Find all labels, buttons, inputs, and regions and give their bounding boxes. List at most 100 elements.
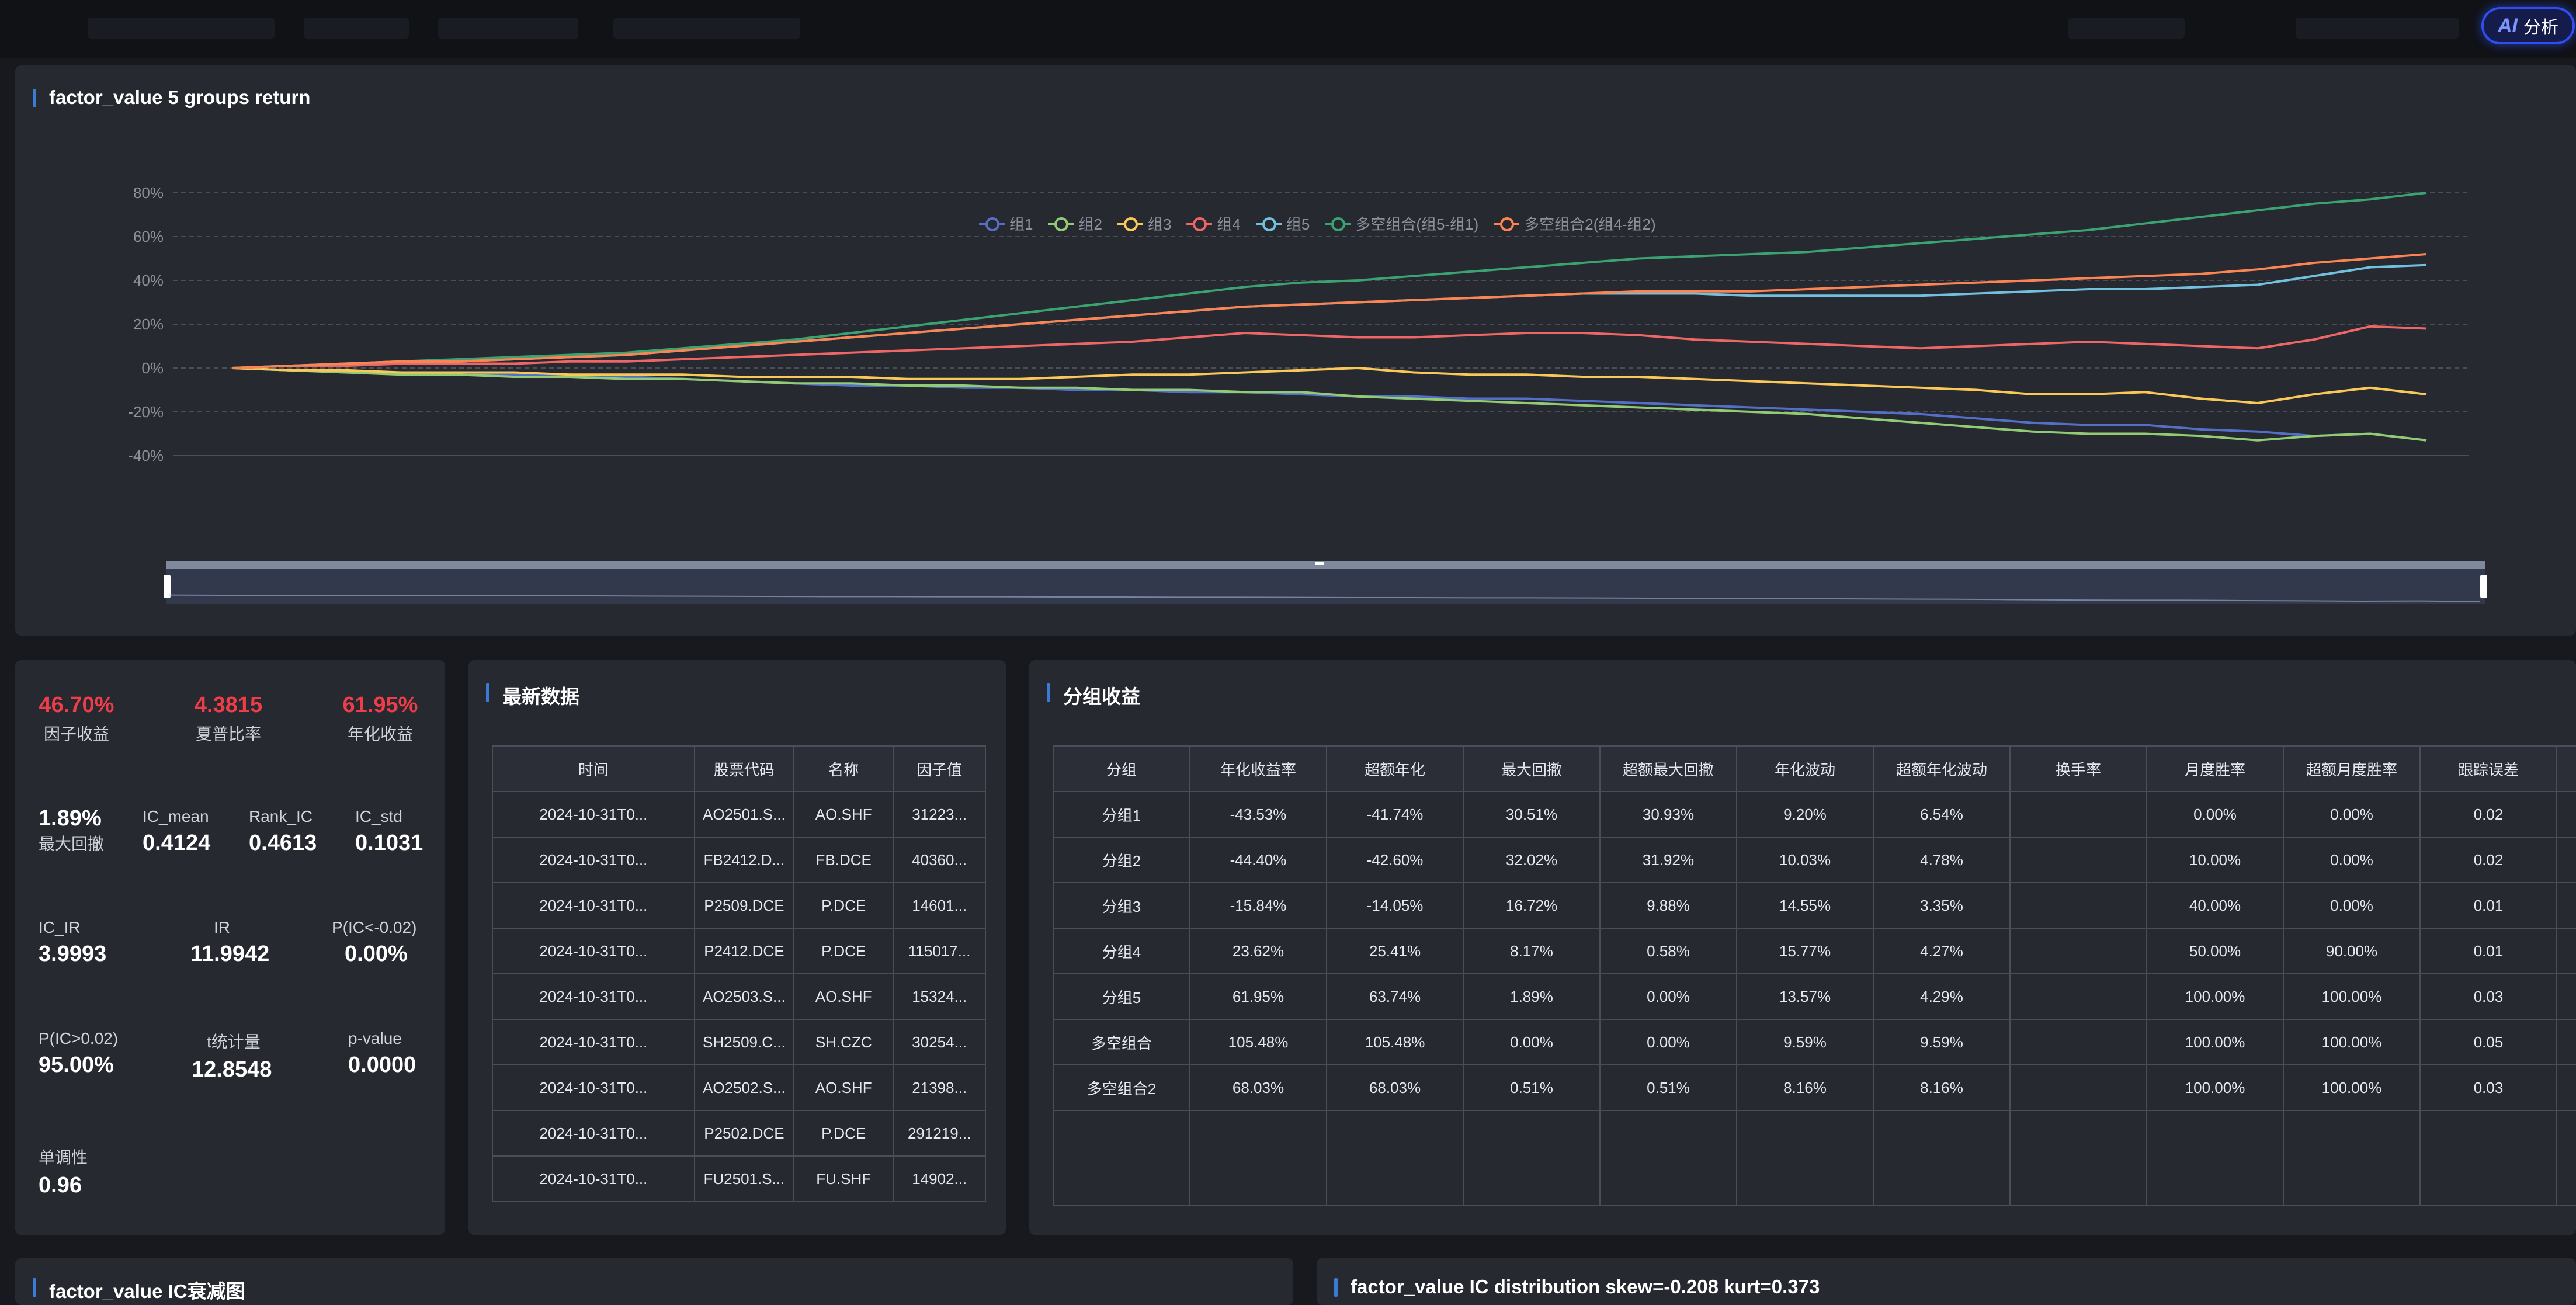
table-cell: 100.00% (2283, 973, 2421, 1020)
datazoom-track[interactable] (166, 568, 2485, 604)
stat-value: 0.1031 (355, 831, 423, 855)
table-cell: 14.55% (1736, 882, 1874, 929)
table-cell (2009, 791, 2147, 838)
column-header[interactable]: 超额月度胜率 (2283, 745, 2421, 792)
table-row[interactable]: 2024-10-31T0... AO2503.S... AO.SHF 15324... (492, 973, 986, 1020)
table-row[interactable]: 2024-10-31T0... AO2502.S... AO.SHF 21398... (492, 1064, 986, 1111)
stat-rank-ic: Rank_IC 0.4613 (249, 807, 317, 856)
datazoom-grip[interactable] (1315, 562, 1324, 565)
datazoom-preview-line (169, 594, 2481, 602)
group-returns-panel: 分组收益 分组 年化收益率 超额年化 最大回撤 超额最大回撤 年化波动 超额年化波动 换手率月… (1029, 660, 2576, 1235)
table-cell: 50.00% (2146, 928, 2284, 974)
table-cell: -44.40% (1189, 837, 1327, 883)
column-header[interactable]: 最大回撤 (1463, 745, 1601, 792)
stat-label: 单调性 (39, 1148, 88, 1167)
series-line[interactable] (232, 192, 2427, 369)
table-cell: FB.DCE (793, 837, 894, 883)
table-cell: 0.00% (2283, 882, 2421, 929)
column-header[interactable]: 超额年化波动 (1873, 745, 2011, 792)
stat-value: 95.00% (39, 1053, 114, 1077)
table-cell: 0.03 (2419, 1064, 2557, 1111)
table-cell: 分组5 (1053, 973, 1190, 1020)
stat-label: 最大回撤 (39, 835, 105, 853)
table-cell (2009, 1064, 2147, 1111)
table-cell (2556, 1110, 2576, 1206)
legend-item[interactable]: 多空组合(组5-组1) (1325, 213, 1478, 234)
table-row[interactable]: 2024-10-31T0... FU2501.S... FU.SHF 14902... (492, 1155, 986, 1202)
ai-analyze-button[interactable]: AI 分析 (2481, 7, 2575, 44)
table-cell: 90.00% (2283, 928, 2421, 974)
legend-item[interactable]: 组2 (1048, 213, 1102, 234)
table-row[interactable]: 2024-10-31T0... FB2412.D... FB.DCE 40360... (492, 837, 986, 883)
y-tick-label: 60% (133, 228, 164, 245)
table-cell: 40360... (893, 837, 986, 883)
table-cell: -1.26 (2556, 882, 2576, 929)
table-cell: 9.88% (1599, 882, 1737, 929)
stat-ic-ir: IC_IR 3.9993 (39, 918, 106, 967)
datazoom-handle-right[interactable] (2480, 575, 2487, 598)
legend-symbol-icon (1325, 216, 1351, 231)
column-header[interactable]: 跟踪误差 (2419, 745, 2557, 792)
legend-item[interactable]: 组5 (1255, 213, 1310, 234)
table-cell: 2024-10-31T0... (492, 1110, 695, 1157)
column-header[interactable]: 股票代码 (693, 745, 795, 792)
table-cell: 21398... (893, 1064, 986, 1111)
table-row[interactable]: 多空组合2 68.03% 68.03% 0.51% 0.51% 8.16% 8.16% 100… (1053, 1064, 2576, 1111)
legend-label: 组1 (1009, 216, 1033, 233)
table-row[interactable]: 2024-10-31T0... SH2509.C... SH.CZC 30254... (492, 1019, 986, 1065)
series-line[interactable] (232, 367, 2427, 442)
column-header[interactable]: 夏普比率 (2556, 745, 2576, 792)
kpi-value: 4.3815 (194, 693, 263, 717)
table-row[interactable]: 2024-10-31T0... AO2501.S... AO.SHF 31223... (492, 791, 986, 838)
table-cell (1189, 1110, 1327, 1206)
table-cell: 100.00% (2146, 1064, 2284, 1111)
series-line[interactable] (232, 367, 2427, 442)
group-returns-title: 分组收益 (1047, 681, 1140, 709)
table-cell: 40.00% (2146, 882, 2284, 929)
column-header[interactable]: 换手率 (2009, 745, 2147, 792)
legend-item[interactable]: 多空组合2(组4-组2) (1494, 213, 1656, 234)
table-row[interactable]: 多空组合 105.48% 105.48% 0.00% 0.00% 9.59% 9.59% 10… (1053, 1019, 2576, 1065)
table-cell: 15.77% (1736, 928, 1874, 974)
table-cell: AO.SHF (793, 791, 894, 838)
column-header[interactable]: 分组 (1053, 745, 1190, 792)
legend-item[interactable]: 组1 (979, 213, 1033, 234)
nav-placeholder (2296, 18, 2459, 39)
series-line[interactable] (232, 325, 2427, 369)
column-header[interactable]: 年化收益率 (1189, 745, 1327, 792)
table-row[interactable]: 2024-10-31T0... P2509.DCE P.DCE 14601... (492, 882, 986, 929)
table-cell: -41.74% (1326, 791, 1464, 838)
column-header[interactable]: 因子值 (893, 745, 986, 792)
series-line[interactable] (232, 367, 2427, 404)
datazoom-top-bar[interactable] (166, 561, 2485, 569)
stat-label: IC_std (355, 807, 402, 825)
column-header[interactable]: 超额最大回撤 (1599, 745, 1737, 792)
table-cell: P2412.DCE (693, 928, 795, 974)
table-row[interactable]: 分组4 23.62% 25.41% 8.17% 0.58% 15.77% 4.27% 50.0… (1053, 928, 2576, 974)
table-cell: 68.03% (1189, 1064, 1327, 1111)
table-row[interactable]: 2024-10-31T0... P2502.DCE P.DCE 291219... (492, 1110, 986, 1157)
column-header[interactable]: 月度胜率 (2146, 745, 2284, 792)
table-row[interactable]: 分组2 -44.40% -42.60% 32.02% 31.92% 10.03% 4.78%… (1053, 837, 2576, 883)
legend-item[interactable]: 组3 (1117, 213, 1171, 234)
group-return-chart-panel: factor_value 5 groups return 组1 组2 组3 组4 组5 多… (15, 65, 2576, 636)
table-row[interactable]: 分组3 -15.84% -14.05% 16.72% 9.88% 14.55% 3.35% 4… (1053, 882, 2576, 929)
table-cell: 31223... (893, 791, 986, 838)
datazoom-handle-left[interactable] (164, 575, 171, 598)
column-header[interactable]: 时间 (492, 745, 695, 792)
series-line[interactable] (232, 253, 2427, 369)
column-header[interactable]: 年化波动 (1736, 745, 1874, 792)
column-header[interactable]: 名称 (793, 745, 894, 792)
column-header[interactable]: 超额年化 (1326, 745, 1464, 792)
table-row[interactable]: 2024-10-31T0... P2412.DCE P.DCE 115017... (492, 928, 986, 974)
y-tick-label: 0% (141, 359, 164, 377)
table-cell: 1.89% (1463, 973, 1601, 1020)
table-cell: 30.51% (1463, 791, 1601, 838)
table-cell: 0.00% (2283, 791, 2421, 838)
table-row[interactable]: 分组1 -43.53% -41.74% 30.51% 30.93% 9.20% 6.54% 0… (1053, 791, 2576, 838)
table-header-row: 时间 股票代码 名称 因子值 (492, 745, 986, 792)
legend-item[interactable]: 组4 (1186, 213, 1241, 234)
table-cell: 30254... (893, 1019, 986, 1065)
table-cell: 0.03 (2419, 973, 2557, 1020)
table-row[interactable]: 分组5 61.95% 63.74% 1.89% 0.00% 13.57% 4.29% 100.… (1053, 973, 2576, 1020)
